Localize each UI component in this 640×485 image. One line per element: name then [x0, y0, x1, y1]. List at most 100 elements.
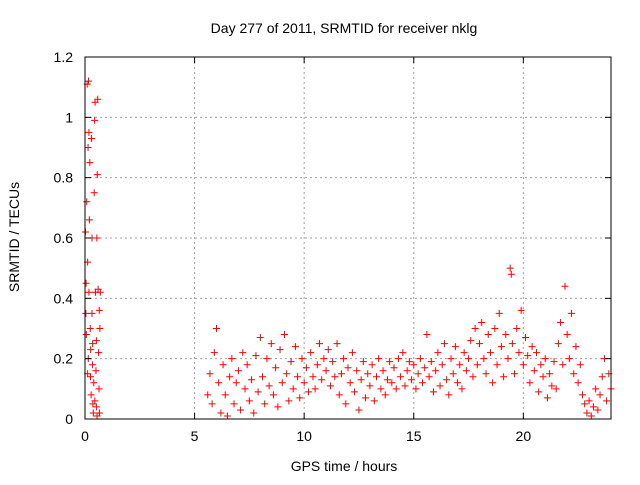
- data-point: [456, 361, 464, 369]
- data-point: [278, 379, 286, 387]
- data-point: [353, 367, 361, 375]
- x-tick-label: 0: [81, 428, 89, 444]
- y-tick-label: 0.2: [54, 351, 74, 367]
- data-point: [316, 340, 324, 348]
- data-point: [85, 216, 93, 224]
- data-point: [500, 373, 508, 381]
- data-point: [486, 349, 494, 357]
- data-point: [331, 373, 339, 381]
- data-point: [473, 361, 481, 369]
- data-point: [309, 373, 317, 381]
- data-point: [324, 346, 332, 354]
- data-point: [85, 128, 93, 136]
- data-point: [283, 370, 291, 378]
- data-point: [541, 355, 549, 363]
- data-point: [87, 346, 95, 354]
- data-point: [596, 391, 604, 399]
- data-point: [405, 358, 413, 366]
- data-point: [412, 385, 420, 393]
- data-point: [603, 397, 611, 405]
- data-point: [478, 318, 486, 326]
- data-point: [471, 325, 479, 332]
- data-point: [85, 77, 93, 85]
- data-point: [219, 361, 227, 369]
- data-point: [87, 391, 95, 399]
- data-point: [458, 385, 466, 393]
- data-point: [210, 349, 218, 357]
- data-point: [351, 388, 359, 396]
- y-tick-label: 0.8: [54, 170, 74, 186]
- data-point: [416, 355, 424, 363]
- data-point: [513, 325, 521, 332]
- data-point: [90, 379, 98, 387]
- data-point: [443, 376, 451, 384]
- data-point: [403, 367, 411, 375]
- data-point: [86, 373, 94, 381]
- data-point: [217, 409, 225, 417]
- data-point: [559, 361, 567, 369]
- data-point: [377, 385, 385, 393]
- data-point: [250, 409, 258, 417]
- data-point: [311, 385, 319, 393]
- data-point: [340, 355, 348, 363]
- data-point: [372, 373, 380, 381]
- data-point: [480, 355, 488, 363]
- data-point: [234, 367, 242, 375]
- data-point: [546, 370, 554, 378]
- data-point: [594, 406, 602, 414]
- data-point: [344, 364, 352, 372]
- data-point: [589, 403, 597, 411]
- data-point: [230, 400, 238, 408]
- data-point: [93, 412, 101, 420]
- data-point: [307, 349, 315, 357]
- data-point: [436, 382, 444, 390]
- data-point: [305, 388, 313, 396]
- data-point: [565, 355, 573, 363]
- data-point: [302, 364, 310, 372]
- data-point: [543, 394, 551, 402]
- data-point: [237, 406, 245, 414]
- data-point: [550, 358, 558, 366]
- y-tick-label: 1: [65, 109, 73, 125]
- data-point: [228, 355, 236, 363]
- data-point: [333, 340, 341, 348]
- y-tick-label: 0.4: [54, 290, 74, 306]
- x-tick-label: 15: [406, 428, 422, 444]
- data-point: [95, 349, 103, 357]
- data-point: [274, 403, 282, 411]
- data-point: [287, 358, 295, 366]
- data-point: [507, 270, 515, 278]
- data-point: [359, 358, 367, 366]
- data-point: [355, 406, 363, 414]
- plot-frame: [84, 56, 612, 420]
- data-point: [449, 370, 457, 378]
- data-point: [530, 367, 538, 375]
- data-point: [204, 391, 212, 399]
- axes: [84, 56, 612, 420]
- data-point: [388, 379, 396, 387]
- data-point: [506, 264, 514, 272]
- data-point: [88, 134, 96, 142]
- data-point: [276, 346, 284, 354]
- data-point: [519, 361, 527, 369]
- data-point: [511, 370, 519, 378]
- data-point: [557, 318, 565, 326]
- data-point: [410, 361, 418, 369]
- data-point: [587, 412, 595, 420]
- data-point: [245, 397, 253, 405]
- data-point: [482, 370, 490, 378]
- x-tick-label: 20: [516, 428, 532, 444]
- data-point: [432, 367, 440, 375]
- data-point: [572, 343, 580, 351]
- data-point: [465, 355, 473, 363]
- data-point: [427, 358, 435, 366]
- data-point: [89, 340, 97, 348]
- x-tick-label: 5: [191, 428, 199, 444]
- data-point: [493, 361, 501, 369]
- data-point: [215, 379, 223, 387]
- x-tick-label: 10: [296, 428, 312, 444]
- data-point: [414, 370, 422, 378]
- data-point: [280, 331, 288, 339]
- data-point: [515, 349, 523, 357]
